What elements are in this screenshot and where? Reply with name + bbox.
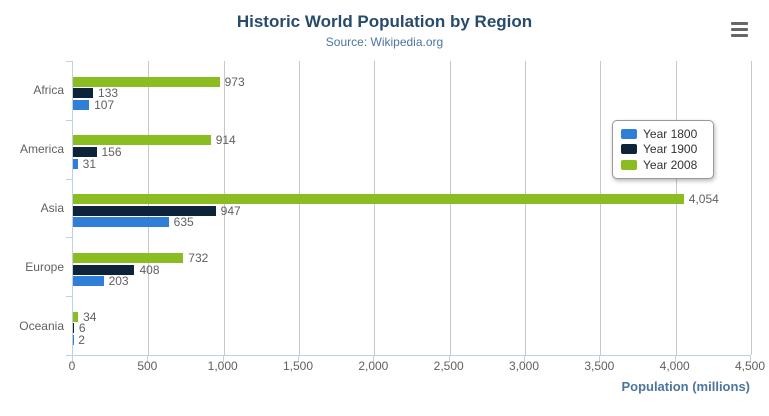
- legend-item-label: Year 2008: [643, 157, 698, 172]
- x-axis-tick-label: 2,000: [358, 359, 389, 373]
- plot-area: 973 133 107 914 156 31 4,054 947 635 732 408 203 34 6…: [72, 61, 752, 356]
- legend-item-label: Year 1900: [643, 142, 698, 157]
- x-axis-tick: [72, 356, 73, 362]
- category-label-oceania: Oceania: [19, 318, 64, 333]
- gridline: [675, 61, 677, 355]
- x-axis-tick: [599, 356, 601, 362]
- legend-item-year-1800[interactable]: Year 1800: [621, 126, 709, 142]
- y-axis-tick: [66, 296, 72, 298]
- data-label-year-1900-africa: 133: [98, 86, 119, 101]
- gridline: [374, 61, 376, 355]
- legend-swatch-icon: [621, 144, 637, 155]
- y-axis-tick: [66, 119, 72, 121]
- data-label-year-2008-oceania: 34: [83, 309, 97, 324]
- x-axis-tick: [298, 356, 299, 362]
- category-label-asia: Asia: [40, 201, 64, 215]
- x-axis-tick-label: 2,500: [433, 359, 464, 373]
- hamburger-icon: [731, 34, 748, 37]
- x-axis-tick: [674, 356, 676, 362]
- x-axis-tick: [147, 356, 149, 362]
- bar-year-1800-asia[interactable]: [73, 217, 169, 228]
- export-menu-button[interactable]: [731, 22, 749, 38]
- bar-year-2008-africa[interactable]: [73, 76, 220, 87]
- data-label-year-2008-america: 914: [215, 133, 236, 148]
- x-axis-tick-label: 500: [137, 359, 158, 373]
- gridline: [600, 61, 602, 355]
- data-label-year-1800-africa: 107: [94, 97, 115, 112]
- bar-year-2008-europe[interactable]: [73, 252, 184, 263]
- x-axis-tick-label: 1,500: [282, 359, 314, 373]
- category-label-america: America: [19, 142, 64, 157]
- gridline: [223, 61, 225, 355]
- legend-item-label: Year 1800: [643, 126, 698, 141]
- hamburger-icon: [731, 28, 748, 31]
- chart-title: Historic World Population by Region: [236, 12, 533, 31]
- gridline: [299, 61, 300, 355]
- x-axis-tick: [750, 356, 751, 362]
- data-label-year-1800-europe: 203: [108, 274, 129, 289]
- data-label-year-1800-asia: 635: [173, 215, 194, 230]
- gridline: [751, 61, 752, 355]
- data-label-year-1800-oceania: 2: [78, 332, 85, 347]
- data-label-year-1800-america: 31: [82, 156, 97, 171]
- bar-year-2008-asia[interactable]: [73, 194, 684, 205]
- gridline: [525, 61, 526, 355]
- x-axis-tick-label: 4,500: [734, 359, 766, 373]
- bar-year-1900-africa[interactable]: [73, 88, 94, 99]
- x-axis-tick: [448, 356, 450, 362]
- data-label-year-1900-america: 156: [101, 144, 122, 159]
- category-label-europe: Europe: [25, 259, 64, 274]
- legend: Year 1800 Year 1900 Year 2008: [612, 120, 714, 179]
- data-label-year-1900-oceania: 6: [78, 321, 86, 336]
- legend-item-year-1900[interactable]: Year 1900: [621, 142, 709, 158]
- x-axis-tick-label: 3,500: [584, 359, 615, 373]
- x-axis-tick-label: 4,000: [659, 359, 690, 373]
- category-label-africa: Africa: [33, 83, 64, 98]
- bar-year-1800-africa[interactable]: [73, 99, 90, 110]
- x-axis-title: Population (millions): [621, 379, 750, 394]
- y-axis-tick: [66, 355, 72, 356]
- y-axis-tick: [66, 237, 72, 239]
- legend-item-year-2008[interactable]: Year 2008: [621, 157, 709, 173]
- x-axis-tick-label: 1,000: [207, 359, 238, 373]
- x-axis-tick: [222, 356, 224, 362]
- bar-year-1900-oceania[interactable]: [73, 323, 74, 334]
- data-label-year-2008-asia: 4,054: [688, 192, 719, 207]
- bar-year-1800-europe[interactable]: [73, 276, 104, 287]
- x-axis-tick: [373, 356, 375, 362]
- bar-year-1900-asia[interactable]: [73, 205, 216, 216]
- bar-year-2008-america[interactable]: [73, 135, 211, 146]
- y-axis-tick: [66, 178, 72, 180]
- legend-swatch-icon: [621, 128, 637, 139]
- bar-year-1800-america[interactable]: [73, 158, 78, 169]
- legend-swatch-icon: [621, 159, 637, 170]
- bar-year-1900-europe[interactable]: [73, 264, 135, 275]
- data-label-year-2008-europe: 732: [188, 250, 209, 265]
- x-axis-tick: [524, 356, 525, 362]
- hamburger-icon: [731, 22, 748, 25]
- data-label-year-2008-africa: 973: [224, 74, 245, 89]
- gridline: [449, 61, 451, 355]
- bar-year-1800-oceania[interactable]: [73, 334, 74, 345]
- data-label-year-1900-europe: 408: [139, 262, 160, 277]
- y-axis-tick: [66, 61, 72, 62]
- bar-year-2008-oceania[interactable]: [73, 311, 79, 322]
- x-axis-tick-label: 0: [68, 359, 76, 373]
- x-axis-tick-label: 3,000: [508, 359, 540, 373]
- data-label-year-1900-asia: 947: [220, 203, 241, 218]
- chart-subtitle: Source: Wikipedia.org: [325, 35, 444, 49]
- bar-year-1900-america[interactable]: [73, 146, 97, 157]
